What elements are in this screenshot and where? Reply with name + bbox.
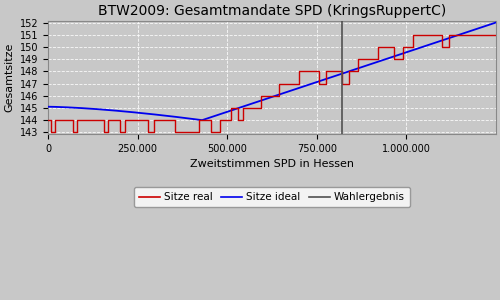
X-axis label: Zweitstimmen SPD in Hessen: Zweitstimmen SPD in Hessen [190,160,354,170]
Legend: Sitze real, Sitze ideal, Wahlergebnis: Sitze real, Sitze ideal, Wahlergebnis [134,187,410,208]
Title: BTW2009: Gesamtmandate SPD (KringsRuppertC): BTW2009: Gesamtmandate SPD (KringsRupper… [98,4,446,18]
Y-axis label: Gesamtsitze: Gesamtsitze [4,43,14,112]
